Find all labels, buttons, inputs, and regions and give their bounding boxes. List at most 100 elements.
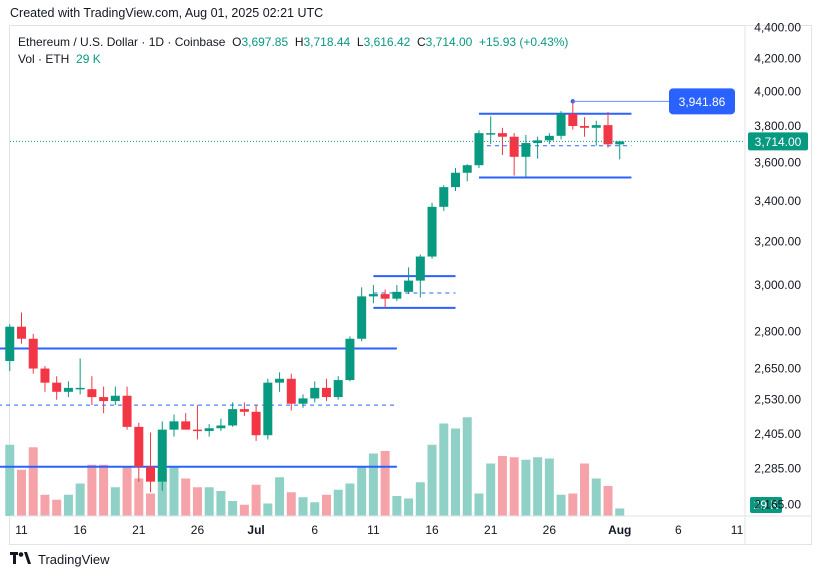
close-label: C [416, 35, 426, 49]
legend-line-1: Ethereum / U.S. Dollar · 1D · Coinbase O… [18, 34, 568, 51]
candle-body [404, 280, 414, 292]
volume-series [5, 417, 625, 516]
tradingview-brand[interactable]: TradingView [10, 552, 110, 567]
candle-body [427, 206, 437, 257]
volume-bar [404, 498, 414, 516]
y-tick-label: 3,000.00 [754, 278, 801, 292]
candle-body [87, 389, 97, 398]
x-tick-label: 6 [311, 523, 318, 537]
volume-bar [192, 487, 202, 516]
x-tick-label: Aug [608, 523, 631, 537]
volume-bar [580, 463, 590, 516]
candle-body [110, 395, 120, 402]
candle-body [380, 294, 390, 299]
candle-body [357, 296, 367, 339]
candle-body [474, 133, 484, 166]
y-tick-label: 4,000.00 [754, 85, 801, 99]
candle-body [439, 187, 449, 207]
candle-body [216, 425, 226, 429]
drawings-layer: 3,941.86 [0, 88, 735, 468]
volume-bar [52, 499, 62, 516]
candle-body [368, 294, 378, 297]
annotation-callout [669, 88, 735, 115]
volume-bar [17, 469, 26, 516]
volume-value: 29 K [76, 52, 101, 66]
volume-bar [544, 458, 554, 516]
y-tick-label: 2,405.00 [754, 427, 801, 441]
volume-bar [169, 467, 179, 516]
volume-bar [321, 494, 331, 516]
candle-body [28, 338, 38, 369]
candle-body [568, 113, 578, 127]
candle-body [544, 135, 554, 141]
candle-body [169, 421, 179, 430]
volume-bar [333, 489, 343, 516]
candle-body [204, 428, 214, 432]
legend-line-2: Vol · ETH 29 K [18, 51, 568, 68]
candle-body [486, 133, 496, 135]
candle-series [5, 101, 625, 493]
volume-bar [486, 463, 496, 516]
volume-bar [509, 457, 519, 516]
x-tick-label: 11 [731, 523, 744, 537]
x-tick-label: 16 [425, 523, 439, 537]
volume-bar [40, 494, 50, 516]
x-tick-label: 26 [543, 523, 557, 537]
candle-body [497, 133, 507, 137]
volume-bar [439, 423, 449, 516]
candle-body [122, 395, 132, 427]
candle-body [157, 429, 167, 482]
candle-body [192, 429, 202, 432]
y-tick-label: 3,200.00 [754, 235, 801, 249]
low-label: L [356, 35, 364, 49]
created-with-note: Created with TradingView.com, Aug 01, 20… [10, 6, 324, 20]
candle-body [40, 368, 50, 383]
volume-bar [263, 503, 273, 516]
volume-bar [275, 477, 285, 516]
volume-bar [380, 451, 390, 516]
volume-bar [75, 483, 85, 516]
volume-bar [345, 483, 355, 516]
candle-body [556, 113, 566, 136]
candle-body [228, 409, 238, 426]
symbol-title[interactable]: Ethereum / U.S. Dollar · 1D · Coinbase [18, 35, 226, 49]
y-tick-label: 4,200.00 [754, 52, 801, 66]
candle-body [263, 382, 273, 436]
volume-bar [533, 457, 543, 516]
volume-label[interactable]: Vol · ETH [18, 52, 70, 66]
candle-body [345, 338, 355, 381]
open-value: 3,697.85 [241, 35, 289, 49]
candle-body [533, 140, 543, 144]
y-tick-label: 3,600.00 [754, 155, 801, 169]
volume-bar [251, 484, 261, 516]
candle-body [521, 143, 531, 157]
axes: 3,714.00 29 K [10, 26, 812, 544]
volume-bar [427, 444, 437, 516]
volume-bar [157, 469, 167, 516]
volume-bar [357, 466, 367, 516]
volume-bar [181, 478, 191, 516]
volume-bar [415, 482, 425, 516]
candle-body [509, 136, 519, 157]
volume-bar [99, 464, 109, 516]
tradingview-logo-icon [10, 552, 32, 567]
candle-body [333, 380, 343, 398]
y-tick-label: 2,165.00 [754, 498, 801, 512]
x-tick-label: 21 [484, 523, 498, 537]
volume-bar [556, 494, 566, 516]
volume-bar [368, 453, 378, 516]
candle-body [275, 378, 285, 383]
volume-bar [28, 447, 38, 516]
volume-bar [462, 417, 472, 516]
annotation-callout-label: 3,941.86 [679, 95, 726, 109]
low-value: 3,616.42 [363, 35, 411, 49]
volume-bar [239, 504, 249, 516]
candle-body [415, 256, 425, 281]
volume-bar [451, 428, 461, 516]
volume-bar [122, 466, 132, 516]
volume-bar [204, 487, 214, 516]
change-value: +15.93 (+0.43%) [479, 35, 569, 49]
close-value: 3,714.00 [425, 35, 473, 49]
candle-body [146, 466, 156, 482]
